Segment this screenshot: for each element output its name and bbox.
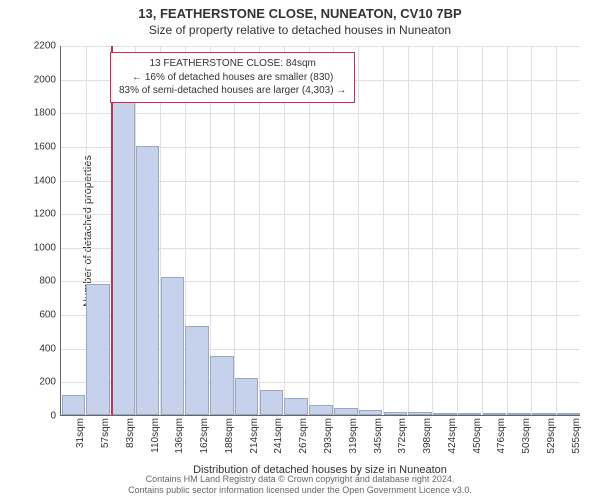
x-tick: 188sqm: [224, 418, 235, 454]
histogram-bar: [557, 413, 581, 415]
histogram-bar: [161, 277, 185, 415]
gridline-v: [432, 46, 433, 415]
histogram-bar: [86, 284, 110, 415]
gridline-v: [556, 46, 557, 415]
y-tick: 600: [22, 310, 56, 321]
y-tick: 400: [22, 343, 56, 354]
histogram-bar: [284, 398, 308, 415]
annotation-line-2: ← 16% of detached houses are smaller (83…: [119, 71, 346, 85]
histogram-bar: [309, 405, 333, 415]
gridline-v: [482, 46, 483, 415]
histogram-bar: [507, 413, 531, 415]
x-tick: 372sqm: [397, 418, 408, 454]
x-tick: 136sqm: [174, 418, 185, 454]
histogram-bar: [235, 378, 259, 415]
x-tick: 476sqm: [496, 418, 507, 454]
gridline-h: [61, 46, 580, 47]
histogram-bar: [359, 410, 383, 415]
gridline-v: [507, 46, 508, 415]
chart-subtitle: Size of property relative to detached ho…: [0, 21, 600, 37]
y-tick: 2000: [22, 74, 56, 85]
histogram-bar: [433, 413, 457, 415]
annotation-line-1: 13 FEATHERSTONE CLOSE: 84sqm: [119, 57, 346, 71]
footer-line-1: Contains HM Land Registry data © Crown c…: [0, 474, 600, 485]
annotation-box: 13 FEATHERSTONE CLOSE: 84sqm ← 16% of de…: [110, 52, 355, 103]
y-tick: 0: [22, 411, 56, 422]
gridline-v: [457, 46, 458, 415]
x-tick: 110sqm: [150, 418, 161, 453]
y-tick: 1200: [22, 209, 56, 220]
x-tick: 529sqm: [546, 418, 557, 454]
x-tick: 293sqm: [323, 418, 334, 454]
x-tick: 83sqm: [125, 418, 136, 448]
plot-area: Number of detached properties Distributi…: [60, 46, 580, 416]
gridline-h: [61, 113, 580, 114]
x-tick: 345sqm: [373, 418, 384, 454]
histogram-bar: [334, 408, 358, 415]
footer-line-2: Contains public sector information licen…: [0, 485, 600, 496]
gridline-v: [531, 46, 532, 415]
histogram-bar: [458, 413, 482, 415]
x-tick: 398sqm: [422, 418, 433, 454]
y-tick: 1600: [22, 141, 56, 152]
histogram-bar: [136, 146, 160, 415]
y-tick: 1000: [22, 242, 56, 253]
histogram-bar: [62, 395, 86, 415]
gridline-v: [358, 46, 359, 415]
x-tick: 319sqm: [348, 418, 359, 454]
chart-container: 13, FEATHERSTONE CLOSE, NUNEATON, CV10 7…: [0, 0, 600, 500]
histogram-bar: [210, 356, 234, 415]
histogram-bar: [408, 412, 432, 415]
histogram-bar: [111, 101, 135, 416]
histogram-bar: [384, 412, 408, 415]
x-tick: 450sqm: [472, 418, 483, 454]
y-tick: 1400: [22, 175, 56, 186]
gridline-v: [408, 46, 409, 415]
y-tick: 1800: [22, 108, 56, 119]
gridline-v: [383, 46, 384, 415]
y-tick: 200: [22, 377, 56, 388]
y-tick: 2200: [22, 41, 56, 52]
page-title: 13, FEATHERSTONE CLOSE, NUNEATON, CV10 7…: [0, 0, 600, 21]
x-tick: 57sqm: [100, 418, 111, 448]
x-tick: 162sqm: [199, 418, 210, 454]
histogram-bar: [185, 326, 209, 415]
histogram-bar: [532, 413, 556, 415]
histogram-bar: [483, 413, 507, 415]
x-tick: 424sqm: [447, 418, 458, 454]
y-tick: 800: [22, 276, 56, 287]
annotation-line-3: 83% of semi-detached houses are larger (…: [119, 84, 346, 98]
x-tick: 555sqm: [571, 418, 582, 454]
x-tick: 214sqm: [249, 418, 260, 454]
x-tick: 267sqm: [298, 418, 309, 454]
histogram-bar: [260, 390, 284, 415]
x-tick: 503sqm: [521, 418, 532, 454]
x-tick: 241sqm: [273, 418, 284, 454]
x-tick: 31sqm: [75, 418, 86, 448]
footer-attribution: Contains HM Land Registry data © Crown c…: [0, 474, 600, 497]
